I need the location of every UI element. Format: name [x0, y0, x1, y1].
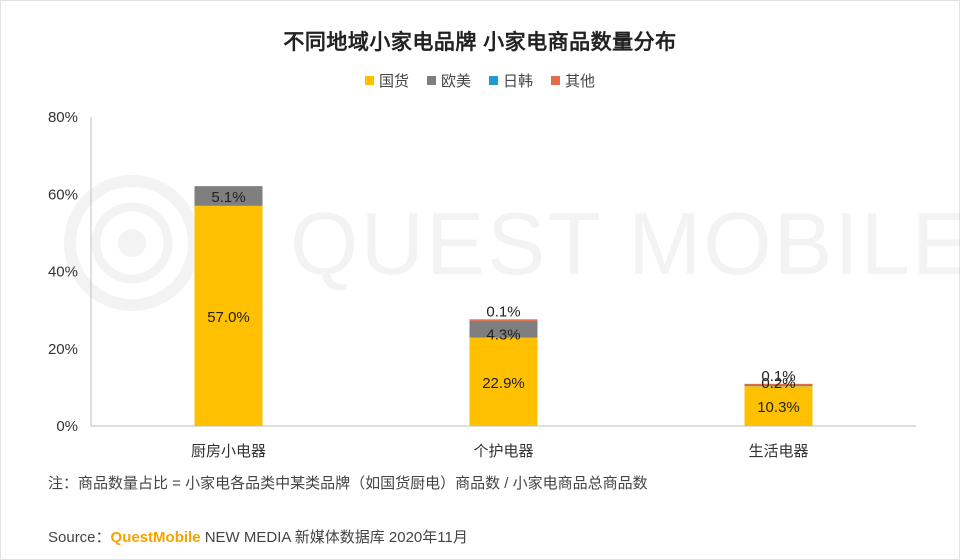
source-label: Source： — [48, 529, 111, 546]
legend-swatch — [551, 76, 561, 85]
data-label: 22.9% — [482, 375, 525, 392]
data-label: 0.1% — [761, 368, 795, 385]
legend-swatch — [426, 76, 436, 85]
watermark-text: QUEST MOBILE — [290, 194, 960, 293]
y-tick-label: 80% — [48, 109, 78, 126]
bar-segment — [469, 320, 538, 338]
y-tick-label: 0% — [56, 418, 78, 435]
x-tick-label: 厨房小电器 — [191, 443, 266, 460]
bars — [194, 186, 813, 426]
legend-item-guohuo: 国货 — [364, 70, 409, 91]
legend-item-oumei: 欧美 — [426, 70, 471, 91]
data-labels: 57.0%5.1%22.9%4.3%0.1%10.3%0.2%0.1% — [207, 189, 800, 416]
bar-segment — [469, 337, 538, 426]
legend-label: 欧美 — [440, 73, 471, 90]
legend-label: 国货 — [378, 73, 409, 90]
legend: 国货 欧美 日韩 其他 — [0, 70, 960, 91]
footnote: 注：商品数量占比 = 小家电各品类中某类品牌（如国货厨电）商品数 / 小家电商品… — [48, 475, 648, 492]
source-brand: QuestMobile — [110, 529, 201, 546]
x-tick-label: 个护电器 — [473, 443, 533, 460]
legend-label: 其他 — [565, 73, 596, 90]
data-label: 0.1% — [486, 304, 520, 321]
y-tick-label: 20% — [48, 341, 78, 358]
source-line: Source：QuestMobile NEW MEDIA 新媒体数据库 2020… — [48, 526, 468, 547]
bar-segment — [194, 186, 263, 206]
data-label: 5.1% — [211, 189, 245, 206]
data-label: 0.2% — [761, 375, 795, 392]
legend-swatch — [489, 76, 498, 85]
legend-item-qita: 其他 — [551, 70, 595, 91]
source-rest: NEW MEDIA 新媒体数据库 2020年11月 — [200, 529, 468, 546]
data-label: 57.0% — [207, 309, 250, 326]
data-label: 4.3% — [486, 327, 520, 344]
legend-swatch — [364, 76, 374, 85]
x-tick-label: 生活电器 — [748, 443, 808, 460]
watermark: QUEST MOBILE — [64, 175, 960, 311]
y-tick-label: 60% — [48, 186, 78, 203]
bar-segment — [744, 383, 813, 386]
bar-segment — [194, 205, 263, 426]
chart-title: 不同地域小家电品牌 小家电商品数量分布 — [283, 31, 677, 54]
bar-segment — [744, 386, 813, 426]
y-tick-label: 40% — [48, 264, 78, 281]
data-label: 10.3% — [757, 399, 800, 416]
bar-segment — [469, 319, 538, 321]
legend-item-rihan: 日韩 — [489, 70, 533, 91]
legend-label: 日韩 — [503, 73, 534, 90]
